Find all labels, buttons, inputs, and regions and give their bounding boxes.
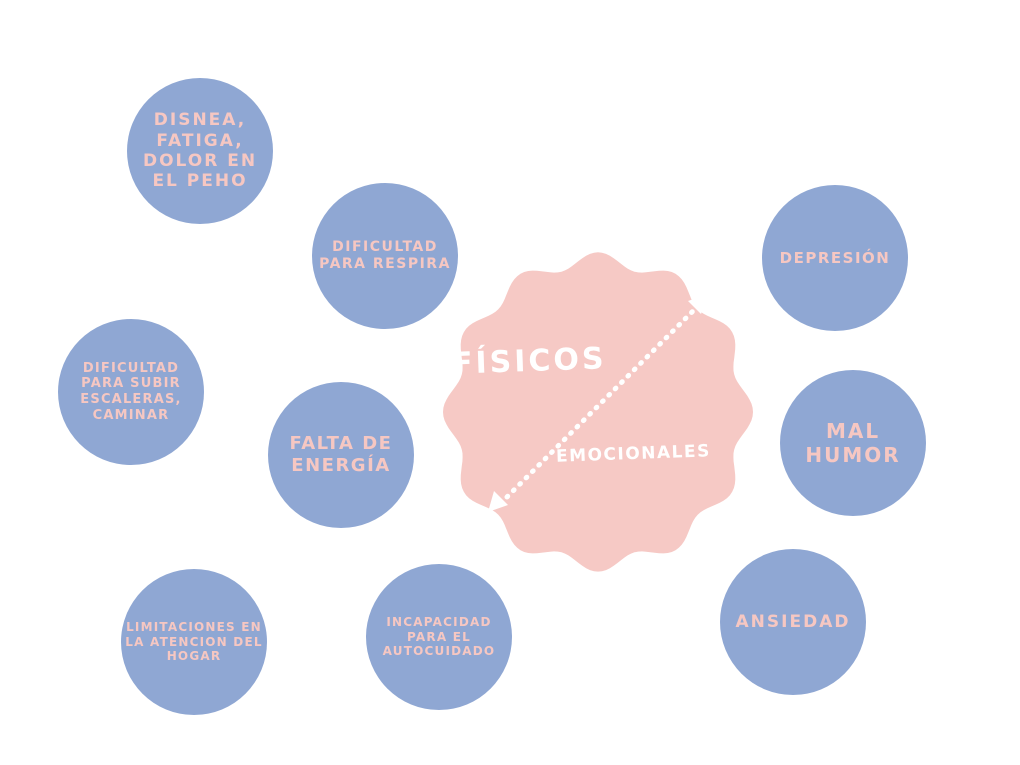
- double-headed-arrow-icon: [488, 294, 708, 512]
- bubble-label: FALTA DE ENERGÍA: [289, 433, 393, 476]
- bubble-physical-5: LIMITACIONES EN LA ATENCION DEL HOGAR: [121, 569, 267, 715]
- center-label-physical: FÍSICOS: [451, 341, 608, 382]
- bubble-label: MAL HUMOR: [805, 419, 901, 467]
- center-shape: [443, 252, 753, 572]
- bubble-physical-6: INCAPACIDAD PARA EL AUTOCUIDADO: [366, 564, 512, 710]
- bubble-label: ANSIEDAD: [735, 611, 851, 632]
- bubble-label: DIFICULTAD PARA SUBIR ESCALERAS, CAMINAR: [80, 360, 182, 423]
- bubble-label: DEPRESIÓN: [779, 249, 891, 267]
- bubble-label: INCAPACIDAD PARA EL AUTOCUIDADO: [382, 615, 496, 659]
- bubble-label: LIMITACIONES EN LA ATENCION DEL HOGAR: [125, 620, 263, 664]
- bubble-emotional-1: DEPRESIÓN: [762, 185, 908, 331]
- bubble-label: DIFICULTAD PARA RESPIRA: [319, 239, 451, 272]
- bubble-physical-3: DIFICULTAD PARA SUBIR ESCALERAS, CAMINAR: [58, 319, 204, 465]
- bubble-label: DISNEA, FATIGA, DOLOR EN EL PEHO: [142, 110, 258, 192]
- bubble-physical-2: DIFICULTAD PARA RESPIRA: [312, 183, 458, 329]
- arrow-head-top: [688, 294, 708, 314]
- bubble-emotional-3: ANSIEDAD: [720, 549, 866, 695]
- arrow-head-bottom: [488, 491, 508, 512]
- bubble-physical-4: FALTA DE ENERGÍA: [268, 382, 414, 528]
- bubble-emotional-2: MAL HUMOR: [780, 370, 926, 516]
- bubble-physical-1: DISNEA, FATIGA, DOLOR EN EL PEHO: [127, 78, 273, 224]
- arrow-line: [504, 304, 700, 500]
